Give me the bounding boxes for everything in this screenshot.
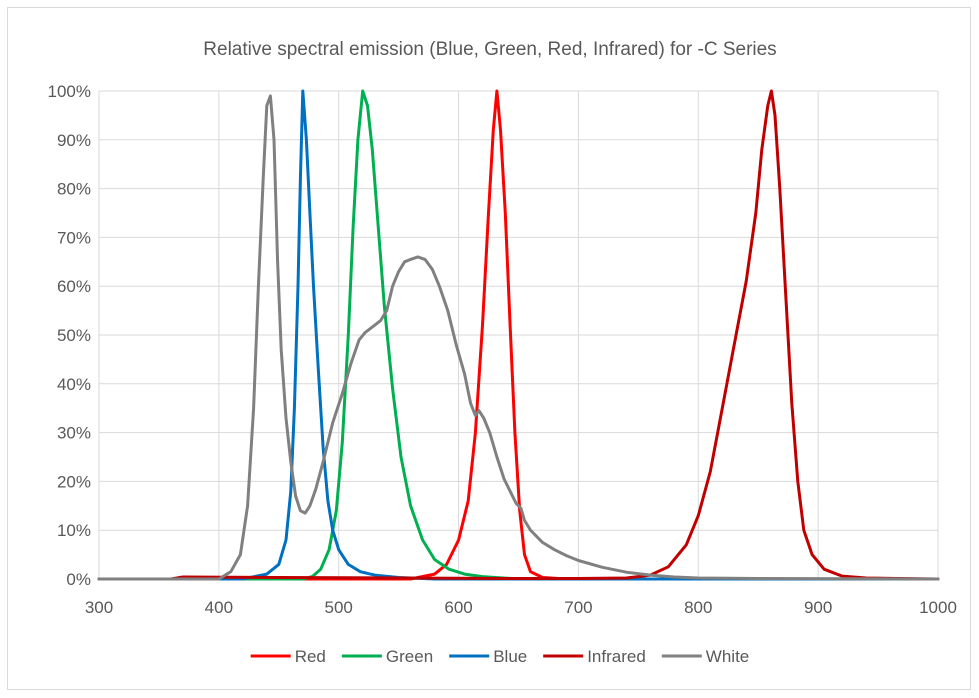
legend-item-white: White [661, 647, 749, 666]
y-tick-label: 40% [57, 375, 91, 394]
legend-label: Infrared [587, 647, 646, 666]
series-line-red [97, 89, 940, 581]
chart-canvas: Relative spectral emission (Blue, Green,… [48, 39, 957, 666]
y-tick-label: 100% [48, 82, 91, 101]
legend-label: Blue [493, 647, 527, 666]
x-tick-label: 1000 [919, 598, 957, 617]
y-tick-label: 0% [66, 570, 91, 589]
y-tick-label: 80% [57, 180, 91, 199]
x-tick-label: 600 [444, 598, 472, 617]
chart-frame: Relative spectral emission (Blue, Green,… [7, 7, 971, 690]
series-line-infrared [97, 89, 940, 581]
y-tick-label: 60% [57, 277, 91, 296]
legend-item-infrared: Infrared [543, 647, 646, 666]
y-tick-label: 90% [57, 131, 91, 150]
gridlines [99, 90, 939, 579]
legend-label: Red [295, 647, 326, 666]
x-tick-label: 400 [205, 598, 233, 617]
y-tick-label: 30% [57, 424, 91, 443]
legend: Red Green Blue Infrared White [250, 647, 749, 666]
series-line-blue [97, 89, 940, 581]
legend-item-green: Green [341, 647, 433, 666]
x-tick-label: 900 [804, 598, 832, 617]
x-tick-label: 300 [85, 598, 113, 617]
series-line-white [97, 94, 940, 581]
legend-label: White [706, 647, 749, 666]
series-lines [97, 89, 940, 581]
y-tick-label: 10% [57, 521, 91, 540]
x-tick-label: 700 [564, 598, 592, 617]
x-tick-label: 800 [684, 598, 712, 617]
y-tick-label: 20% [57, 472, 91, 491]
series-line-green [97, 89, 940, 581]
y-tick-label: 70% [57, 228, 91, 247]
legend-item-red: Red [250, 647, 326, 666]
x-tick-label: 500 [325, 598, 353, 617]
legend-label: Green [386, 647, 433, 666]
y-tick-label: 50% [57, 326, 91, 345]
legend-item-blue: Blue [449, 647, 527, 666]
chart-title: Relative spectral emission (Blue, Green,… [203, 39, 776, 60]
